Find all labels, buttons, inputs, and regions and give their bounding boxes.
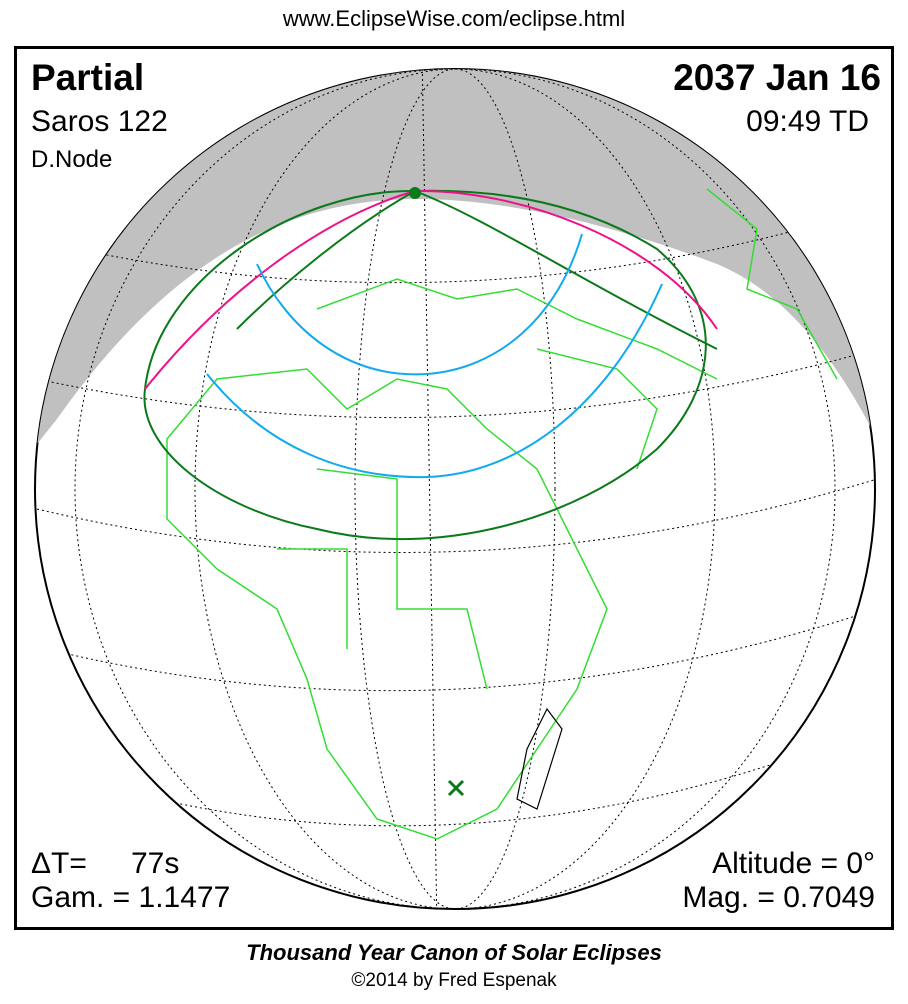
delta-t-label: ΔT=: [31, 847, 87, 880]
sub-solar-point-marker: [447, 779, 465, 797]
greatest-eclipse-marker: [409, 187, 421, 199]
country-borders: [166, 188, 838, 840]
madagascar-coast: [516, 707, 563, 810]
caption: Thousand Year Canon of Solar Eclipses: [246, 940, 662, 965]
eclipse-inner-limit: [236, 190, 718, 350]
magnitude: Mag. = 0.7049: [682, 881, 875, 914]
eclipse-outer-limit: [143, 189, 707, 540]
eclipse-map-frame: Partial 2037 Jan 16 Saros 122 09:49 TD D…: [14, 46, 894, 930]
altitude: Altitude = 0°: [712, 847, 875, 880]
eclipse-time: 09:49 TD: [746, 105, 869, 138]
saros: Saros 122: [31, 105, 168, 138]
gamma: Gam. = 1.1477: [31, 881, 231, 914]
eclipse-type: Partial: [31, 57, 145, 98]
node: D.Node: [31, 146, 113, 173]
time-curve-2: [206, 283, 663, 479]
time-curve-1: [256, 233, 583, 376]
delta-t-value: 77s: [131, 847, 180, 880]
night-region: [35, 69, 875, 469]
globe-map: [34, 68, 876, 910]
copyright: ©2014 by Fred Espenak: [351, 970, 557, 991]
eclipse-date: 2037 Jan 16: [673, 57, 881, 98]
source-url: www.EclipseWise.com/eclipse.html: [282, 6, 626, 31]
